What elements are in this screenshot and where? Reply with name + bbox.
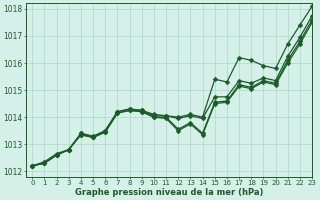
X-axis label: Graphe pression niveau de la mer (hPa): Graphe pression niveau de la mer (hPa) xyxy=(75,188,263,197)
